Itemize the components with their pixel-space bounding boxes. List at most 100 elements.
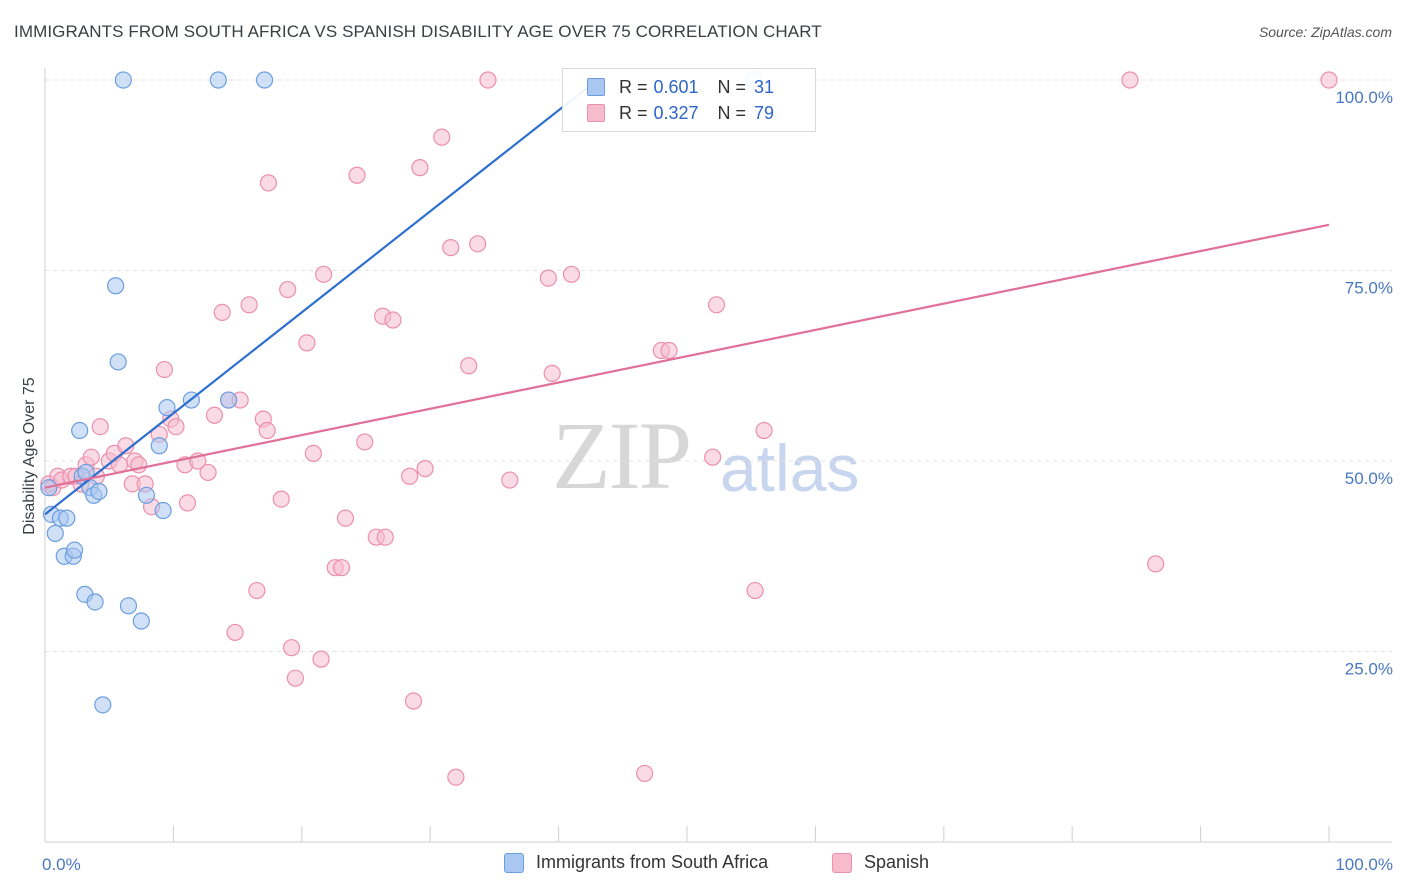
bottom-legend-label: Spanish xyxy=(864,852,930,872)
spanish-point xyxy=(336,509,355,527)
legend-r-label: R = xyxy=(619,102,648,123)
spanish-point xyxy=(660,341,678,360)
legend-r-label: R = xyxy=(619,76,648,97)
spanish-point xyxy=(356,433,374,451)
legend-swatch-pink xyxy=(587,104,605,122)
spanish-point xyxy=(636,764,654,783)
south-africa-point xyxy=(65,541,84,559)
spanish-point xyxy=(416,460,434,478)
spanish-point xyxy=(259,174,278,192)
south-africa-point xyxy=(109,353,127,371)
spanish-point xyxy=(707,296,726,314)
watermark-zip: ZIP xyxy=(552,402,692,509)
south-africa-point xyxy=(158,399,176,417)
bottom-legend: Immigrants from South Africa Spanish xyxy=(0,852,1406,878)
spanish-point xyxy=(411,159,429,177)
y-tick-label: 50.0% xyxy=(1345,469,1393,488)
legend-n-value: 31 xyxy=(754,76,775,97)
spanish-point xyxy=(348,166,366,184)
spanish-point xyxy=(155,360,174,379)
south-africa-point xyxy=(86,593,104,611)
spanish-point xyxy=(401,467,419,485)
spanish-point xyxy=(404,692,423,710)
spanish-point xyxy=(376,528,394,546)
spanish-point xyxy=(539,269,557,287)
spanish-point xyxy=(258,421,276,440)
legend-box: R = 0.601 N = 31 R = 0.327 N = 79 xyxy=(562,68,816,132)
spanish-point xyxy=(312,650,330,668)
legend-n-label: N = xyxy=(717,102,747,123)
south-africa-point xyxy=(255,71,274,89)
legend-n-value: 79 xyxy=(754,102,775,123)
south-africa-point xyxy=(150,437,168,455)
spanish-point xyxy=(543,364,561,382)
x-tick-label: 0.0% xyxy=(42,855,81,874)
south-africa-point xyxy=(107,277,125,295)
spanish-point xyxy=(746,581,764,600)
spanish-trend-line xyxy=(44,223,1330,489)
south-africa-point xyxy=(71,421,89,440)
south-africa-point xyxy=(209,71,227,89)
grid-lines xyxy=(45,79,1392,652)
spanish-point xyxy=(1320,71,1338,89)
south-africa-point xyxy=(220,391,238,409)
spanish-point xyxy=(279,280,297,299)
bottom-legend-south-africa: Immigrants from South Africa xyxy=(504,852,768,873)
trend-lines xyxy=(44,79,1330,516)
y-tick-label: 75.0% xyxy=(1345,279,1393,298)
spanish-point xyxy=(91,418,109,436)
south-africa-point xyxy=(46,524,64,542)
bottom-legend-label: Immigrants from South Africa xyxy=(536,852,769,872)
tick-labels: 25.0% 50.0% 75.0% 100.0% 0.0% 100.0% xyxy=(42,88,1393,874)
source-credit: Source: ZipAtlas.com xyxy=(1258,24,1392,40)
axes xyxy=(44,68,1392,843)
spanish-point xyxy=(442,239,460,257)
south-africa-point xyxy=(114,71,132,89)
spanish-point xyxy=(315,265,333,283)
spanish-point xyxy=(248,581,266,600)
y-axis-label: Disability Age Over 75 xyxy=(21,377,38,535)
bottom-legend-swatch-pink xyxy=(832,852,852,873)
spanish-point xyxy=(460,357,478,375)
spanish-point xyxy=(1147,555,1165,573)
spanish-point xyxy=(384,311,402,329)
legend-r-value: 0.601 xyxy=(653,76,699,97)
south-africa-trend-line xyxy=(44,79,598,516)
spanish-point xyxy=(469,235,487,253)
south-africa-point xyxy=(154,501,172,520)
spanish-point xyxy=(167,418,185,436)
south-africa-point xyxy=(58,509,76,527)
legend-swatch-blue xyxy=(587,78,605,96)
spanish-point xyxy=(282,639,301,657)
spanish-point xyxy=(755,421,773,440)
spanish-point xyxy=(199,463,217,482)
y-tick-label: 25.0% xyxy=(1345,660,1393,679)
chart-title: IMMIGRANTS FROM SOUTH AFRICA VS SPANISH … xyxy=(14,22,822,41)
spanish-points xyxy=(40,71,1338,786)
south-africa-point xyxy=(132,612,150,630)
watermark-atlas: atlas xyxy=(720,431,860,505)
spanish-point xyxy=(272,490,290,508)
spanish-point xyxy=(479,71,497,89)
spanish-point xyxy=(178,494,197,512)
x-tick-label: 100.0% xyxy=(1335,855,1393,874)
spanish-point xyxy=(333,559,351,577)
legend-n-label: N = xyxy=(717,76,747,97)
spanish-point xyxy=(286,669,304,687)
legend-row-spanish: R = 0.327 N = 79 xyxy=(587,100,774,126)
south-africa-points xyxy=(40,71,763,714)
y-tick-label: 100.0% xyxy=(1335,88,1393,107)
spanish-point xyxy=(562,265,581,283)
spanish-point xyxy=(433,128,451,146)
legend-row-south-africa: R = 0.601 N = 31 xyxy=(587,74,774,100)
spanish-point xyxy=(447,768,465,786)
spanish-point xyxy=(226,623,244,642)
bottom-legend-spanish: Spanish xyxy=(832,852,929,873)
spanish-point xyxy=(213,303,231,322)
spanish-point xyxy=(205,406,224,424)
south-africa-point xyxy=(94,696,112,714)
south-africa-point xyxy=(90,482,108,501)
spanish-point xyxy=(82,448,100,466)
south-africa-point xyxy=(119,597,138,615)
